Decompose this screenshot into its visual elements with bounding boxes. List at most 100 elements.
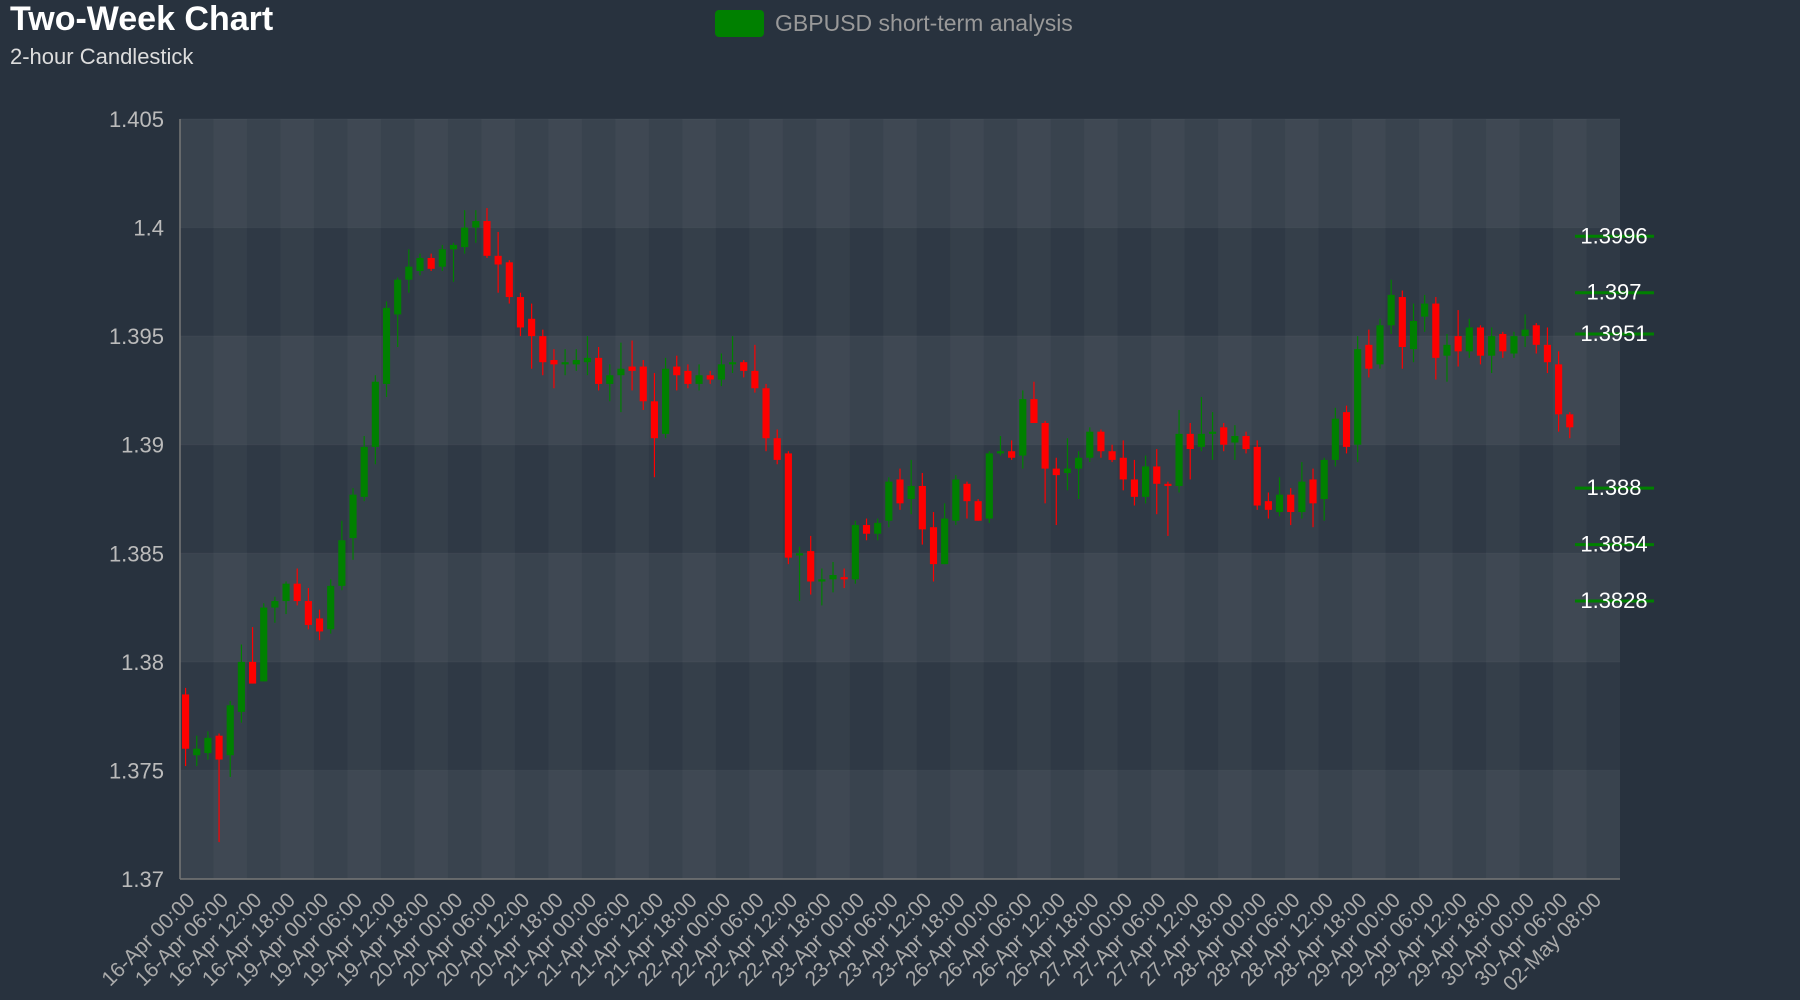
candle-body	[851, 525, 859, 580]
candle-body	[572, 360, 580, 365]
candle-body	[1488, 336, 1496, 356]
candle-body	[1119, 457, 1127, 480]
level-label: 1.3996	[1580, 223, 1647, 248]
candle-body	[315, 618, 324, 632]
y-tick-label: 1.375	[109, 758, 164, 783]
candle-body	[740, 362, 748, 371]
candle-body	[773, 438, 781, 460]
candle-body	[717, 364, 725, 380]
candle-body	[1052, 468, 1060, 476]
candle-body	[260, 607, 268, 682]
candle-body	[382, 307, 391, 384]
candle-body	[1153, 466, 1161, 484]
candle-body	[327, 585, 335, 630]
candle-body	[271, 601, 279, 608]
candle-body	[1086, 431, 1094, 458]
candle-body	[1555, 364, 1563, 415]
candle-body	[684, 370, 692, 384]
candle-body	[438, 249, 446, 267]
grid-band	[180, 553, 1620, 662]
candle-body	[1421, 303, 1429, 317]
grid-stripe	[1084, 119, 1117, 879]
candle-body	[1197, 433, 1205, 447]
candle-body	[885, 481, 893, 521]
candle-body	[1331, 418, 1339, 460]
candle-body	[1566, 414, 1574, 428]
candle-body	[1075, 457, 1083, 469]
candle-body	[862, 525, 871, 534]
candle-body	[338, 540, 346, 586]
candle-body	[918, 485, 926, 530]
candle-body	[818, 579, 826, 582]
candle-body	[1063, 468, 1072, 473]
candle-body	[360, 446, 368, 497]
grid-stripe	[816, 119, 849, 879]
candle-body	[1208, 431, 1217, 434]
candle-body	[282, 583, 290, 602]
candle-body	[1186, 433, 1194, 450]
candle-body	[248, 661, 257, 684]
candle-body	[1320, 459, 1328, 499]
level-label: 1.388	[1586, 475, 1641, 500]
candle-body	[550, 360, 558, 365]
candle-body	[394, 279, 402, 315]
candle-body	[1298, 481, 1306, 513]
y-tick-label: 1.395	[109, 324, 164, 349]
candle-body	[1309, 479, 1317, 504]
candle-body	[606, 375, 614, 384]
candle-body	[974, 501, 982, 521]
candle-body	[1521, 329, 1529, 337]
legend: GBPUSD short-term analysis	[715, 10, 1073, 37]
candle-body	[907, 485, 915, 499]
grid-stripe	[280, 119, 313, 879]
candle-body	[840, 577, 848, 580]
candle-body	[784, 453, 792, 558]
y-tick-label: 1.405	[109, 107, 164, 132]
candle-body	[762, 388, 770, 439]
candle-body	[1510, 336, 1518, 354]
level-label: 1.3854	[1580, 532, 1647, 557]
chart-title: Two-Week Chart	[10, 0, 273, 38]
candle-body	[472, 221, 480, 228]
candle-body	[1175, 433, 1183, 486]
candle-body	[1264, 501, 1272, 510]
candle-body	[1465, 327, 1473, 352]
candle-body	[996, 451, 1005, 454]
candle-body	[941, 518, 949, 565]
candle-body	[1275, 494, 1284, 513]
candle-body	[494, 255, 502, 265]
grid-stripe	[1218, 119, 1251, 879]
candle-body	[1354, 349, 1362, 445]
candle-body	[1432, 303, 1440, 358]
candle-body	[416, 257, 424, 271]
candle-body	[1231, 436, 1239, 443]
candle-body	[1287, 494, 1295, 513]
grid-stripe	[1486, 119, 1519, 879]
candle-body	[371, 381, 379, 447]
candle-body	[706, 375, 714, 380]
candle-body	[1476, 327, 1485, 356]
grid-stripe	[1352, 119, 1385, 879]
grid-stripe	[1419, 119, 1452, 879]
candle-body	[1532, 325, 1540, 345]
candle-body	[628, 366, 636, 371]
candle-body	[1409, 320, 1418, 350]
candle-body	[1220, 427, 1228, 445]
candle-body	[874, 522, 882, 534]
candle-body	[215, 735, 223, 760]
candle-body	[1454, 336, 1462, 352]
y-tick-label: 1.38	[121, 650, 164, 675]
level-label: 1.3828	[1580, 588, 1647, 613]
legend-label: GBPUSD short-term analysis	[775, 10, 1073, 36]
candle-body	[617, 368, 625, 376]
candle-body	[561, 362, 569, 365]
grid-stripe	[682, 119, 715, 879]
candle-body	[193, 748, 201, 756]
candle-body	[293, 583, 301, 602]
candle-body	[1041, 423, 1049, 469]
candle-body	[516, 297, 525, 328]
candle-body	[204, 737, 212, 754]
candle-body	[1030, 399, 1038, 423]
